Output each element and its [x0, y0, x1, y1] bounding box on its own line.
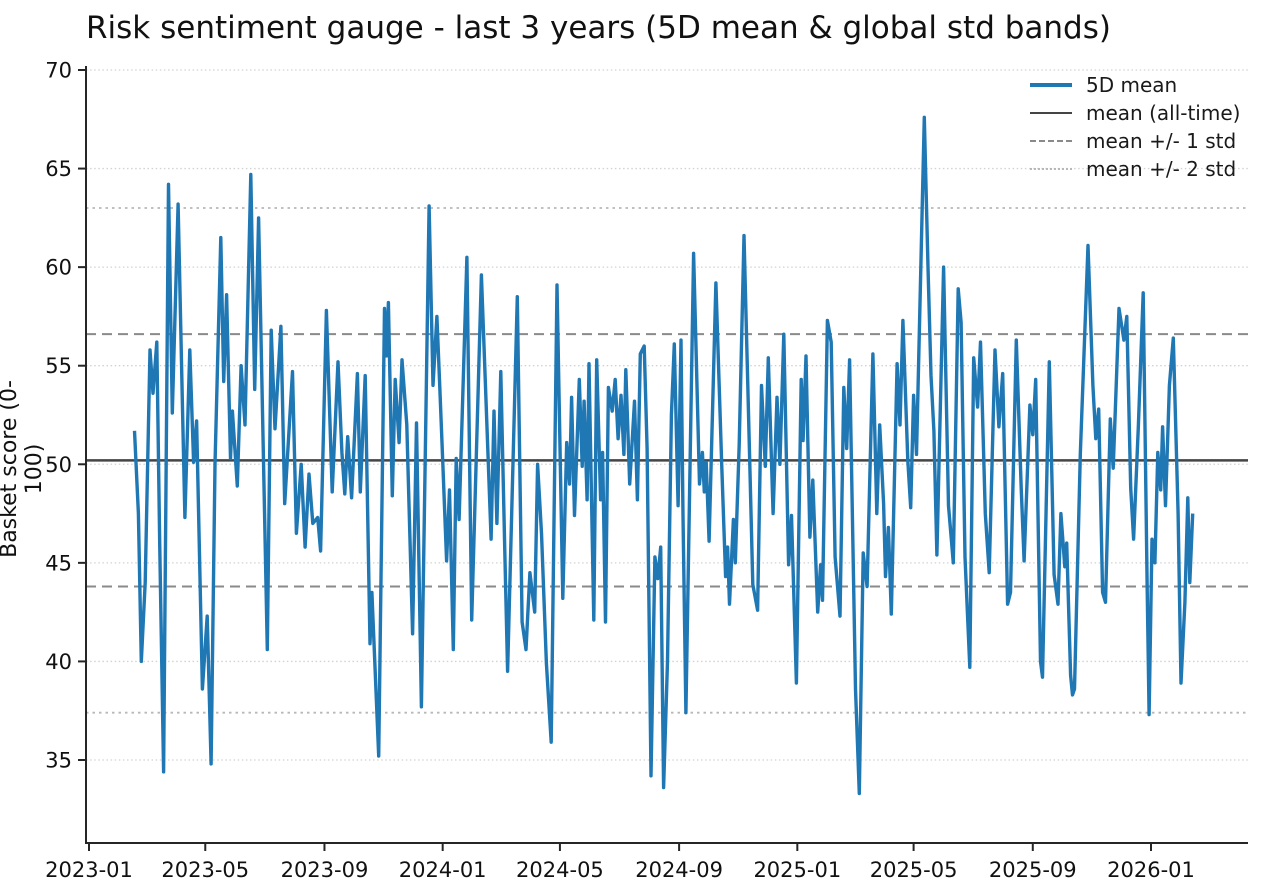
x-tick-label: 2025-01: [753, 858, 841, 882]
legend-swatch-1std-line: [1030, 139, 1072, 142]
legend-label: mean (all-time): [1086, 100, 1241, 125]
legend-swatch-mean-line: [1030, 111, 1072, 114]
x-axis-ticks: 2023-01 2023-05 2023-09 2024-01 2024-05 2024-…: [45, 843, 1195, 882]
legend-label: mean +/- 1 std: [1086, 128, 1237, 153]
chart-title: Risk sentiment gauge - last 3 years (5D …: [86, 10, 1111, 46]
x-tick-label: 2023-01: [45, 858, 133, 882]
x-tick-label: 2023-05: [161, 858, 249, 882]
y-tick-label: 60: [45, 256, 72, 280]
x-tick-label: 2024-05: [516, 858, 604, 882]
x-tick-label: 2024-09: [635, 858, 723, 882]
x-tick-label: 2025-05: [870, 858, 958, 882]
y-tick-label: 50: [45, 453, 72, 477]
legend-swatch-5d-mean-line: [1030, 82, 1072, 87]
y-tick-label: 35: [45, 748, 72, 772]
x-tick-label: 2024-01: [399, 858, 487, 882]
x-tick-label: 2023-09: [281, 858, 369, 882]
y-tick-label: 45: [45, 551, 72, 575]
legend-swatch-2std-line: [1030, 167, 1072, 170]
legend-item-mean-all-time: mean (all-time): [1030, 100, 1241, 125]
y-axis-ticks: 35 40 45 50 55 60 65 70: [45, 59, 86, 772]
legend-item-mean-2std: mean +/- 2 std: [1030, 156, 1240, 181]
y-tick-label: 70: [45, 59, 72, 83]
y-tick-label: 65: [45, 157, 72, 181]
y-tick-label: 55: [45, 354, 72, 378]
x-tick-label: 2025-09: [989, 858, 1077, 882]
legend-label: 5D mean: [1086, 72, 1178, 97]
legend-label: mean +/- 2 std: [1086, 156, 1237, 181]
axes-spines: [85, 66, 1248, 844]
legend-item-5d-mean: 5D mean: [1030, 72, 1240, 97]
legend-item-mean-1std: mean +/- 1 std: [1030, 128, 1240, 153]
series-5d-mean-path: [132, 115, 1195, 796]
x-tick-label: 2026-01: [1107, 858, 1195, 882]
y-axis-title: Basket score (0-100): [0, 380, 47, 558]
y-tick-label: 40: [45, 650, 72, 674]
legend: 5D mean mean (all-time) mean +/- 1 std m…: [1030, 72, 1241, 181]
